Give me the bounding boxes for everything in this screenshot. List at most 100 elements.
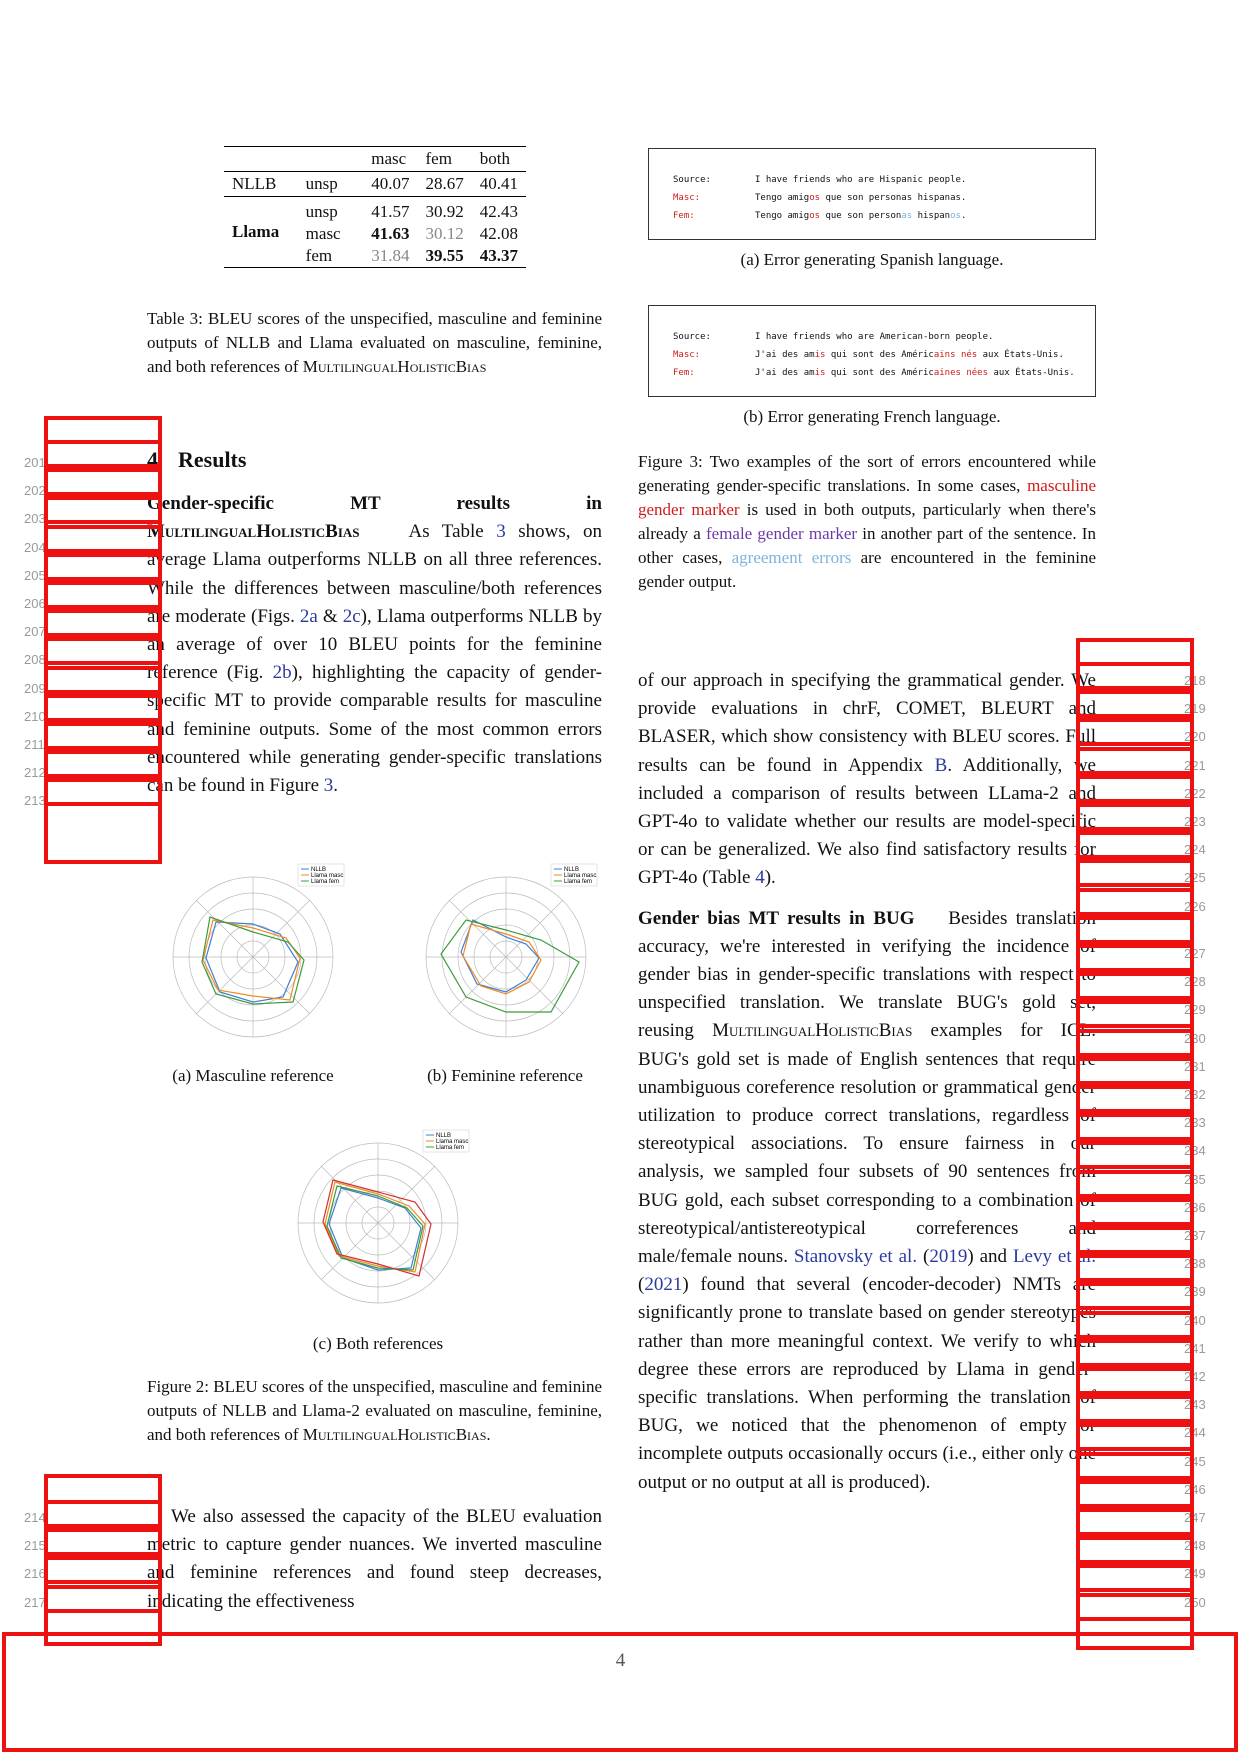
value-cell: 40.07 (371, 174, 410, 193)
line-number: 228 (1184, 974, 1206, 990)
value-cell: 42.43 (479, 202, 518, 221)
caption-text: Figure 2: BLEU scores of the unspecified… (147, 1377, 602, 1444)
figure-2a-caption: (a) Masculine reference (172, 1066, 334, 1085)
annotation-box (1076, 1169, 1194, 1198)
figure-ref-link[interactable]: 3 (323, 775, 334, 797)
line-number: 225 (1184, 870, 1206, 886)
caption-text: Table 3: BLEU scores of the unspecified,… (147, 309, 602, 376)
citation-year-link[interactable]: 2019 (929, 1246, 968, 1268)
citation-year-link[interactable]: 2021 (644, 1274, 683, 1296)
caption-sc: MultilingualHolisticBias (302, 357, 487, 376)
table-ref-link[interactable]: 4 (755, 867, 765, 889)
paragraph-text: . Additionally, we included a comparison… (638, 754, 1096, 889)
agreement-marker: os (950, 211, 961, 221)
caption-text: Figure 3: Two examples of the sort of er… (638, 452, 1096, 495)
caption-text: . (486, 1425, 491, 1444)
annotation-box (1076, 887, 1194, 916)
figure-ref-link[interactable]: 2b (272, 662, 292, 684)
paragraph-text-sc: MultilingualHolisticBias (712, 1020, 913, 1042)
appendix-ref-link[interactable]: B (934, 754, 948, 776)
caption-red: masculine gender marker (638, 476, 1096, 519)
paragraph-b: Gender bias MT results in BUG Besides tr… (638, 905, 1096, 1497)
masc-text: qui sont des Améric (825, 350, 934, 360)
fem-marker: nées (966, 368, 989, 378)
annotation-box (1076, 1536, 1194, 1565)
line-number: 205 (24, 567, 46, 583)
masc-label: Masc: (673, 350, 701, 360)
radar-chart-b: NLLB Llama masc Llama fem (425, 863, 598, 1038)
annotation-box (1076, 718, 1194, 747)
fem-text: J'ai des am (755, 368, 815, 378)
fem-text: qui sont des Améric (825, 368, 934, 378)
paragraph-heading: Gender-specific MT results in (147, 493, 602, 514)
paragraph-text: of our approach in specifying the gramma… (638, 670, 1096, 776)
line-number: 201 (24, 455, 46, 470)
line-number: 209 (24, 680, 46, 696)
paragraph-heading-sc: MultilingualHolisticBias (147, 521, 360, 543)
model-name: NLLB (232, 174, 277, 193)
series-llama-fem (201, 916, 305, 1005)
source-line: Source: I have friends who are Hispanic … (673, 171, 1095, 189)
annotation-box (1076, 972, 1194, 1001)
legend: NLLB Llama masc Llama fem (297, 863, 345, 887)
table-ref-link[interactable]: 3 (496, 521, 506, 543)
line-number: 246 (1184, 1481, 1206, 1497)
table-3: masc fem both NLLB unsp 40.07 28.67 40.4… (224, 146, 526, 268)
annotation-box (1076, 1564, 1194, 1593)
annotation-box (1076, 831, 1194, 860)
figure-ref-link[interactable]: 2c (342, 605, 361, 627)
paragraph-a: of our approach in specifying the gramma… (638, 667, 1096, 893)
line-number: 240 (1184, 1312, 1206, 1328)
section-heading: 4 Results (147, 447, 246, 473)
paragraph-text: ), Llama outperforms NLLB by an average … (147, 605, 602, 684)
annotation-box (1076, 1423, 1194, 1452)
col-header: masc (371, 149, 407, 168)
line-number: 216 (24, 1566, 46, 1582)
annotation-box (44, 1528, 162, 1557)
citation-link[interactable]: Stanovsky et al. (793, 1246, 918, 1268)
caption-text: are encountered in the feminine gender o… (638, 548, 1096, 591)
paragraph-text: ). (764, 867, 776, 889)
figure-3a-caption: (a) Error generating Spanish language. (740, 250, 1004, 269)
legend-label: Llama masc (564, 873, 596, 879)
line-number: 207 (24, 624, 46, 640)
legend-label: Llama masc (311, 873, 343, 879)
line-number: 245 (1184, 1453, 1206, 1469)
annotation-box (1076, 1508, 1194, 1536)
paragraph-text: We also assessed the capacity of the BLE… (147, 1506, 602, 1612)
paragraph-text: ( (638, 1274, 645, 1296)
value-cell: 39.55 (425, 246, 464, 265)
legend-label: NLLB (436, 1133, 451, 1139)
value-cell: 41.57 (371, 202, 410, 221)
annotation-box (1076, 662, 1194, 690)
radar-chart-a: NLLB Llama masc Llama fem (172, 863, 345, 1038)
annotation-box (1076, 915, 1194, 944)
caption-text: is used in both outputs, particularly wh… (638, 500, 1096, 543)
line-number: 224 (1184, 842, 1206, 858)
legend-label: NLLB (311, 867, 326, 873)
line-number: 206 (24, 596, 46, 611)
figure-ref-link[interactable]: 2a (299, 605, 318, 627)
legend-label: NLLB (564, 867, 579, 873)
value-cell: 31.84 (371, 246, 410, 265)
annotation-box (1076, 1254, 1194, 1283)
masc-text: J'ai des am (755, 350, 815, 360)
legend-label: Llama fem (311, 879, 339, 885)
figure-3a-box: Source: I have friends who are Hispanic … (648, 148, 1096, 240)
annotation-box (44, 440, 162, 468)
annotation-box (44, 722, 162, 750)
right-column: of our approach in specifying the gramma… (638, 667, 1096, 1497)
annotation-box (1076, 690, 1194, 719)
section-title: Results (178, 447, 247, 472)
line-number: 222 (1184, 785, 1206, 801)
line-number: 227 (1184, 946, 1206, 961)
caption-blue: agreement errors (731, 548, 852, 567)
series-llama-masc (462, 923, 542, 995)
value-cell: 30.92 (425, 202, 464, 221)
line-number: 204 (24, 539, 46, 555)
annotation-box (1076, 803, 1194, 831)
line-number: 229 (1184, 1002, 1206, 1018)
citation-link[interactable]: Levy et al. (1012, 1246, 1096, 1268)
annotation-box (1076, 1310, 1194, 1339)
annotation-box (44, 637, 162, 666)
